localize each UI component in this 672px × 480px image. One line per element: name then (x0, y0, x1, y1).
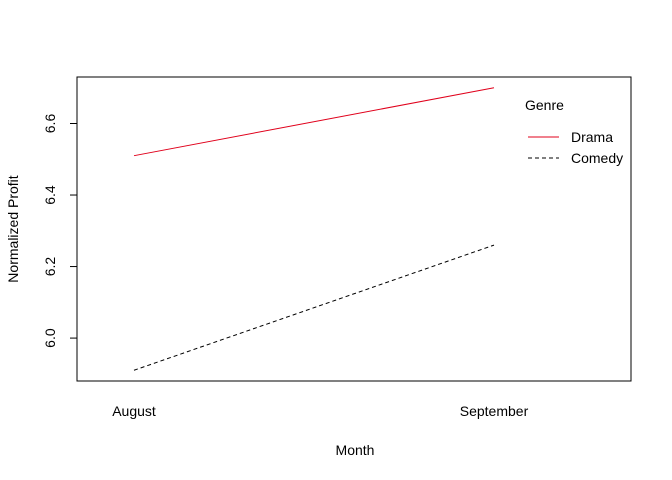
legend: Genre Drama Comedy (525, 97, 623, 166)
x-tick-label: August (112, 403, 156, 419)
series-line-comedy (133, 244, 495, 371)
y-tick-label: 6.6 (42, 114, 58, 134)
legend-title: Genre (525, 97, 564, 113)
plot-box (76, 76, 632, 382)
y-axis: 6.0 6.2 6.4 6.6 (42, 114, 77, 348)
y-tick-label: 6.4 (42, 185, 58, 205)
legend-label-drama: Drama (571, 129, 613, 145)
y-axis-title: Normalized Profit (5, 175, 21, 282)
x-axis-title: Month (336, 442, 375, 458)
series-line-drama (133, 87, 495, 157)
x-axis: August September (112, 403, 528, 419)
legend-label-comedy: Comedy (571, 150, 623, 166)
y-tick-label: 6.0 (42, 328, 58, 348)
x-tick-label: September (460, 403, 529, 419)
y-tick-label: 6.2 (42, 257, 58, 277)
legend-items: Drama Comedy (528, 129, 623, 166)
series-layer (133, 87, 495, 371)
